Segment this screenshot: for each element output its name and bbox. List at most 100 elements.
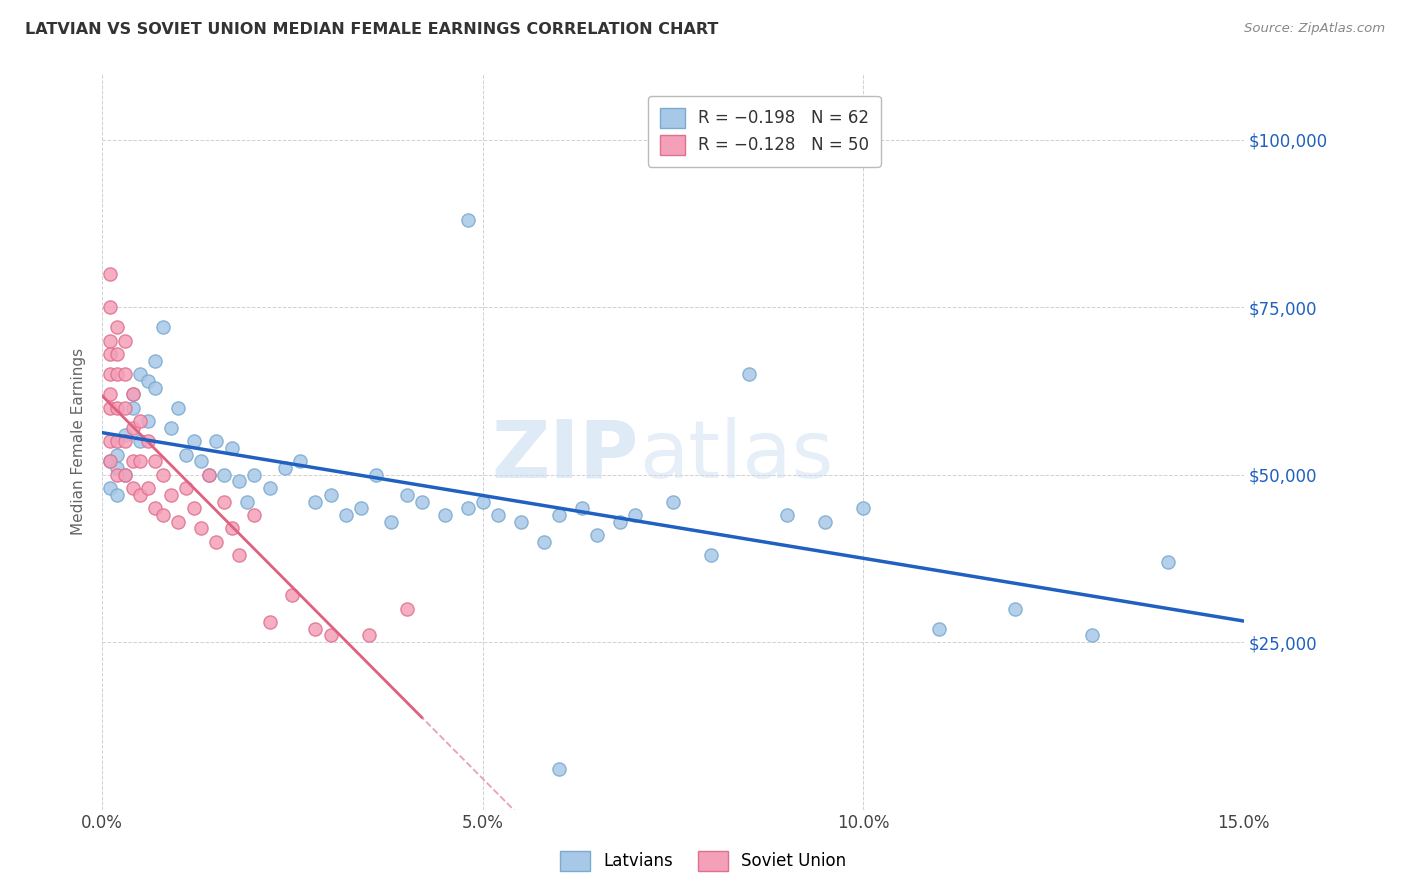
Point xyxy=(152,467,174,482)
Point xyxy=(121,421,143,435)
Point xyxy=(107,488,129,502)
Point xyxy=(366,467,388,482)
Point xyxy=(98,454,121,468)
Point xyxy=(114,434,136,449)
Point xyxy=(183,501,205,516)
Text: atlas: atlas xyxy=(638,417,834,495)
Point xyxy=(212,494,235,508)
Point xyxy=(136,481,159,495)
Legend: Latvians, Soviet Union: Latvians, Soviet Union xyxy=(551,842,855,880)
Point xyxy=(228,548,250,562)
Point xyxy=(533,534,555,549)
Point xyxy=(197,467,219,482)
Point xyxy=(259,615,281,629)
Point xyxy=(167,401,190,415)
Point xyxy=(183,434,205,449)
Point xyxy=(98,434,121,449)
Point xyxy=(486,508,509,522)
Point xyxy=(136,374,159,388)
Point xyxy=(98,347,121,361)
Point xyxy=(1156,555,1178,569)
Point xyxy=(98,401,121,415)
Point xyxy=(98,301,121,315)
Point xyxy=(145,454,167,468)
Point xyxy=(174,481,197,495)
Point xyxy=(190,521,212,535)
Point xyxy=(205,434,228,449)
Point xyxy=(107,467,129,482)
Point xyxy=(814,515,837,529)
Point xyxy=(152,320,174,334)
Point xyxy=(197,467,219,482)
Point xyxy=(98,368,121,382)
Point xyxy=(159,421,181,435)
Point xyxy=(107,448,129,462)
Point xyxy=(98,334,121,348)
Point xyxy=(107,320,129,334)
Point xyxy=(586,528,609,542)
Point xyxy=(433,508,456,522)
Point xyxy=(471,494,494,508)
Point xyxy=(121,454,143,468)
Point xyxy=(152,508,174,522)
Legend: R = −0.198   N = 62, R = −0.128   N = 50: R = −0.198 N = 62, R = −0.128 N = 50 xyxy=(648,96,880,167)
Point xyxy=(624,508,647,522)
Y-axis label: Median Female Earnings: Median Female Earnings xyxy=(72,348,86,535)
Point xyxy=(335,508,357,522)
Point xyxy=(107,461,129,475)
Point xyxy=(243,508,266,522)
Point xyxy=(129,434,152,449)
Point xyxy=(357,628,380,642)
Point xyxy=(319,488,342,502)
Point xyxy=(212,467,235,482)
Point xyxy=(107,368,129,382)
Point xyxy=(145,381,167,395)
Point xyxy=(190,454,212,468)
Point xyxy=(319,628,342,642)
Point xyxy=(221,521,243,535)
Point xyxy=(228,475,250,489)
Point xyxy=(852,501,875,516)
Point xyxy=(380,515,402,529)
Point xyxy=(136,434,159,449)
Point xyxy=(281,588,304,602)
Point xyxy=(129,368,152,382)
Point xyxy=(129,488,152,502)
Point xyxy=(509,515,531,529)
Point xyxy=(274,461,297,475)
Point xyxy=(114,334,136,348)
Point xyxy=(98,387,121,401)
Point xyxy=(107,347,129,361)
Point xyxy=(236,494,259,508)
Point xyxy=(121,387,143,401)
Point xyxy=(121,401,143,415)
Point xyxy=(114,467,136,482)
Point xyxy=(145,501,167,516)
Point xyxy=(107,401,129,415)
Point xyxy=(457,213,479,227)
Text: LATVIAN VS SOVIET UNION MEDIAN FEMALE EARNINGS CORRELATION CHART: LATVIAN VS SOVIET UNION MEDIAN FEMALE EA… xyxy=(25,22,718,37)
Point xyxy=(304,494,326,508)
Point xyxy=(304,622,326,636)
Point xyxy=(395,488,418,502)
Point xyxy=(243,467,266,482)
Point xyxy=(107,434,129,449)
Point xyxy=(121,481,143,495)
Point xyxy=(174,448,197,462)
Point xyxy=(738,368,761,382)
Point xyxy=(571,501,593,516)
Text: Source: ZipAtlas.com: Source: ZipAtlas.com xyxy=(1244,22,1385,36)
Point xyxy=(114,368,136,382)
Point xyxy=(350,501,373,516)
Point xyxy=(1004,601,1026,615)
Point xyxy=(145,354,167,368)
Point xyxy=(547,763,569,777)
Point xyxy=(700,548,723,562)
Point xyxy=(121,387,143,401)
Point xyxy=(547,508,569,522)
Point xyxy=(776,508,799,522)
Point xyxy=(159,488,181,502)
Point xyxy=(457,501,479,516)
Point xyxy=(114,427,136,442)
Point xyxy=(609,515,631,529)
